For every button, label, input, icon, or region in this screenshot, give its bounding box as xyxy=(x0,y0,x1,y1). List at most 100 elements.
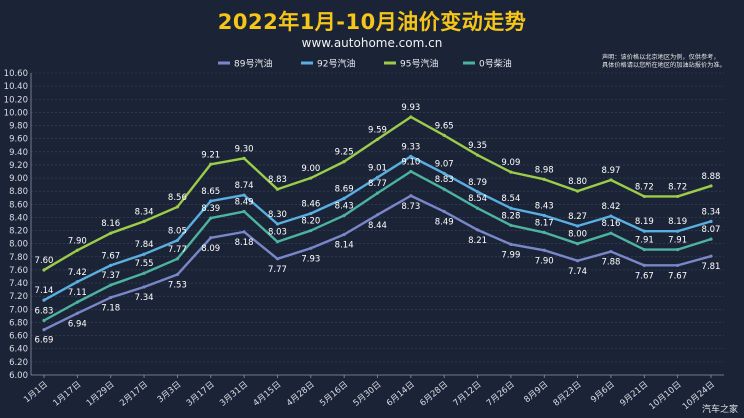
data-point xyxy=(642,229,646,233)
x-tick-label: 2月17日 xyxy=(118,380,150,409)
x-tick-label: 10月10日 xyxy=(648,380,684,412)
data-label: 8.49 xyxy=(235,198,254,208)
data-point xyxy=(309,228,313,233)
data-point xyxy=(576,189,580,193)
data-point xyxy=(509,242,513,246)
data-point xyxy=(409,154,413,158)
data-point xyxy=(75,300,79,304)
data-label: 9.21 xyxy=(201,150,220,160)
data-label: 7.60 xyxy=(35,256,54,266)
data-point xyxy=(275,240,280,244)
data-point xyxy=(475,190,480,194)
data-label: 9.07 xyxy=(435,159,454,169)
data-label: 7.18 xyxy=(101,304,120,314)
data-point xyxy=(75,311,79,315)
y-tick-label: 10.00 xyxy=(4,108,28,118)
data-point xyxy=(442,187,446,191)
chart-title: 2022年1月-10月油价变动走势 xyxy=(217,10,527,34)
data-label: 9.30 xyxy=(235,144,254,154)
y-tick-label: 9.80 xyxy=(9,122,28,132)
data-label: 7.67 xyxy=(635,271,654,281)
data-label: 8.03 xyxy=(268,228,287,238)
y-tick-label: 8.00 xyxy=(9,240,28,250)
data-point xyxy=(475,228,480,232)
data-point xyxy=(275,222,280,226)
data-label: 8.88 xyxy=(702,172,721,182)
legend-label: 92号汽油 xyxy=(317,58,355,70)
x-tick-label: 4月28日 xyxy=(285,380,317,409)
data-label: 7.14 xyxy=(35,286,54,296)
data-label: 7.34 xyxy=(135,293,154,303)
x-tick-label: 6月14日 xyxy=(385,380,417,409)
data-point xyxy=(42,268,46,272)
data-label: 8.54 xyxy=(501,194,520,204)
x-tick-label: 1月17日 xyxy=(51,380,83,409)
data-point xyxy=(175,257,179,261)
x-tick-label: 8月23日 xyxy=(552,380,584,409)
data-point xyxy=(442,209,446,214)
data-point xyxy=(709,219,713,223)
data-label: 8.27 xyxy=(568,212,587,222)
y-tick-label: 9.00 xyxy=(9,174,28,184)
data-point xyxy=(676,194,680,199)
data-label: 7.77 xyxy=(268,265,287,275)
data-label: 8.19 xyxy=(635,217,654,227)
legend-label: 89号汽油 xyxy=(234,58,272,70)
data-label: 8.34 xyxy=(135,207,154,217)
data-label: 6.83 xyxy=(35,307,54,317)
data-label: 7.99 xyxy=(501,250,520,260)
x-tick-label: 9月6日 xyxy=(589,380,617,406)
data-point xyxy=(609,214,613,218)
data-label: 9.65 xyxy=(435,121,454,131)
data-point xyxy=(109,231,113,235)
data-point xyxy=(342,196,346,200)
data-point xyxy=(142,271,146,275)
data-point xyxy=(475,206,480,210)
data-point xyxy=(175,272,179,277)
data-point xyxy=(676,248,680,252)
data-point xyxy=(209,162,213,166)
y-tick-label: 7.00 xyxy=(9,305,28,315)
data-label: 9.01 xyxy=(368,163,387,173)
data-label: 8.14 xyxy=(335,241,354,251)
y-tick-label: 7.60 xyxy=(9,266,28,276)
data-point xyxy=(642,263,646,267)
x-tick-label: 3月31日 xyxy=(218,380,250,409)
data-label: 8.46 xyxy=(301,199,320,209)
data-label: 8.72 xyxy=(635,182,654,192)
data-point xyxy=(242,156,246,160)
data-point xyxy=(309,211,313,216)
data-label: 7.84 xyxy=(135,240,154,250)
data-point xyxy=(75,248,79,252)
data-label: 7.91 xyxy=(635,236,654,246)
data-label: 8.83 xyxy=(435,175,454,185)
y-tick-label: 6.00 xyxy=(9,371,28,381)
data-label: 7.37 xyxy=(101,271,120,281)
data-label: 8.43 xyxy=(535,201,554,211)
data-point xyxy=(42,328,46,332)
data-point xyxy=(576,224,580,228)
y-tick-label: 9.20 xyxy=(9,161,28,171)
data-point xyxy=(409,115,413,119)
data-label: 7.90 xyxy=(535,256,554,266)
data-point xyxy=(175,238,179,243)
data-label: 8.00 xyxy=(568,230,587,240)
data-point xyxy=(442,133,446,137)
data-point xyxy=(275,257,280,261)
data-point xyxy=(709,184,713,188)
data-label: 8.18 xyxy=(235,238,254,248)
disclaimer-note: 声明：该价格以北京地区为例，仅供参考， 具体价格请以您所在地区的加油站报价为准。 xyxy=(602,54,742,70)
y-tick-label: 9.60 xyxy=(9,135,28,145)
data-point xyxy=(642,194,646,199)
data-label: 8.17 xyxy=(535,219,554,229)
data-label: 7.88 xyxy=(601,258,620,268)
data-label: 9.93 xyxy=(401,103,420,113)
y-tick-label: 7.80 xyxy=(9,253,28,263)
data-label: 7.74 xyxy=(568,267,587,277)
data-point xyxy=(42,298,46,302)
data-label: 8.74 xyxy=(235,181,254,191)
data-label: 7.67 xyxy=(668,271,687,281)
data-point xyxy=(709,254,713,258)
data-point xyxy=(309,246,313,250)
data-label: 8.20 xyxy=(301,217,320,227)
